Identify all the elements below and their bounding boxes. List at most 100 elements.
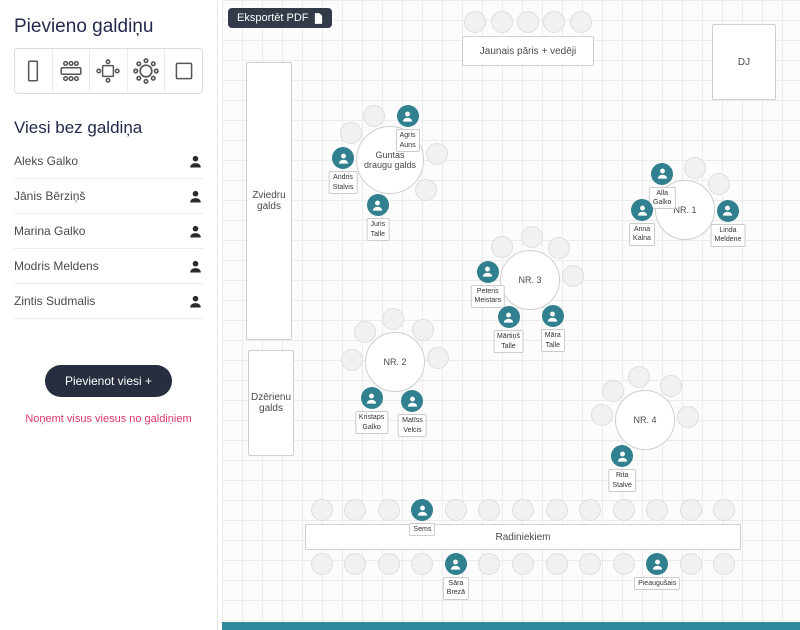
empty-chair[interactable]	[425, 143, 448, 166]
unassigned-guest-row[interactable]: Aleks Galko	[14, 144, 203, 179]
empty-chair[interactable]	[545, 499, 568, 521]
occupied-seat[interactable]: Peteris Meistars	[470, 260, 506, 308]
guest-name-label: Sems	[409, 523, 436, 537]
radiniekiem-table[interactable]: Radiniekiem	[305, 524, 741, 550]
occupied-seat[interactable]: Sems	[409, 499, 436, 537]
occupied-seat[interactable]: Alla Galko	[649, 162, 676, 210]
person-icon	[548, 311, 558, 322]
round-table[interactable]: NR. 3	[500, 250, 560, 310]
empty-chair[interactable]	[344, 499, 367, 521]
occupied-seat[interactable]: Rita Stalve	[608, 445, 636, 493]
empty-chair[interactable]	[545, 553, 568, 575]
person-icon	[657, 168, 667, 179]
empty-chair[interactable]	[444, 499, 467, 521]
occupied-seat[interactable]: Agris Auns	[395, 105, 420, 153]
empty-chair[interactable]	[579, 499, 602, 521]
head-table[interactable]: Jaunais pāris + vedēji	[462, 36, 594, 66]
guest-name-label: Matīss Velcis	[398, 414, 427, 438]
empty-chair[interactable]	[591, 403, 614, 426]
empty-chair[interactable]	[478, 553, 501, 575]
occupied-seat[interactable]: Kristaps Galko	[354, 387, 389, 434]
guest-name: Aleks Galko	[14, 154, 79, 168]
square-table-glyph	[96, 59, 121, 83]
empty-chair[interactable]	[341, 348, 364, 371]
unassigned-guest-row[interactable]: Jānis Bērziņš	[14, 179, 203, 214]
export-pdf-button[interactable]: Eksportēt PDF	[228, 8, 332, 28]
empty-chair[interactable]	[561, 265, 584, 288]
round-table[interactable]: NR. 2	[365, 332, 425, 392]
round-table[interactable]: NR. 4	[615, 390, 675, 450]
empty-chair[interactable]	[602, 380, 625, 403]
empty-chair[interactable]	[382, 308, 405, 331]
canvas[interactable]: Eksportēt PDF Jaunais pāris + vedēji DJ Zv…	[222, 0, 800, 622]
empty-chair[interactable]	[415, 179, 437, 202]
empty-chair[interactable]	[344, 553, 367, 575]
empty-chair[interactable]	[512, 553, 534, 575]
guest-name: Marina Galko	[14, 224, 86, 238]
dzerienu-galds[interactable]: Dzērienu galds	[248, 350, 294, 456]
vertical-table-icon[interactable]	[15, 49, 53, 93]
empty-chair[interactable]	[683, 157, 706, 180]
banquet-table-icon[interactable]	[53, 49, 91, 93]
occupied-seat[interactable]: Māra Talle	[540, 305, 565, 353]
empty-chair[interactable]	[340, 122, 363, 145]
occupied-seat[interactable]: Juris Talle	[366, 194, 390, 242]
remove-all-guests-link[interactable]: Noņemt visus viesus no galdiņiem	[25, 413, 192, 425]
empty-chair[interactable]	[713, 553, 736, 575]
person-icon	[190, 190, 201, 202]
occupied-seat[interactable]: Matīss Velcis	[398, 390, 427, 438]
empty-chair[interactable]	[713, 499, 736, 521]
empty-chair[interactable]	[377, 553, 400, 575]
horizontal-scrollbar[interactable]	[222, 622, 800, 630]
square-table-icon[interactable]	[90, 49, 128, 93]
empty-chair[interactable]	[520, 226, 543, 249]
unassigned-guest-row[interactable]: Marina Galko	[14, 214, 203, 249]
empty-chair[interactable]	[491, 236, 514, 259]
occupied-seat[interactable]: Andris Stalvis	[328, 147, 358, 195]
empty-chair[interactable]	[679, 499, 702, 521]
person-icon	[190, 260, 201, 272]
empty-chair[interactable]	[478, 499, 501, 521]
empty-chair[interactable]	[426, 346, 449, 369]
table-label: DJ	[737, 56, 751, 68]
unassigned-guest-row[interactable]: Modris Meldens	[14, 249, 203, 284]
empty-chair[interactable]	[512, 499, 534, 521]
occupied-seat[interactable]: Mārtiņš Talle	[493, 306, 524, 354]
round-table-icon[interactable]	[128, 49, 166, 93]
zviedru-galds[interactable]: Zviedru galds	[246, 62, 292, 340]
empty-chair[interactable]	[628, 366, 650, 389]
empty-chair[interactable]	[517, 11, 539, 33]
empty-chair[interactable]	[490, 11, 513, 33]
empty-chair[interactable]	[676, 406, 699, 428]
occupied-seat[interactable]: Pieaugušais	[634, 553, 681, 591]
guest-name: Zintis Sudmalis	[14, 294, 96, 308]
empty-chair[interactable]	[707, 172, 730, 195]
empty-chair[interactable]	[310, 499, 333, 521]
empty-chair[interactable]	[659, 374, 682, 397]
unassigned-guest-row[interactable]: Zintis Sudmalis	[14, 284, 203, 319]
empty-chair[interactable]	[362, 104, 385, 127]
empty-chair[interactable]	[411, 553, 434, 575]
empty-chair[interactable]	[412, 318, 435, 341]
occupied-seat[interactable]: Anna Kalna	[629, 199, 655, 246]
empty-chair[interactable]	[353, 320, 376, 343]
empty-chair[interactable]	[579, 553, 602, 575]
empty-chair[interactable]	[464, 11, 487, 33]
empty-chair[interactable]	[310, 553, 333, 575]
add-guest-button[interactable]: Pievienot viesi +	[44, 365, 173, 397]
person-icon	[190, 155, 201, 167]
empty-chair[interactable]	[679, 553, 702, 575]
guest-name-label: Agris Auns	[395, 129, 420, 153]
plain-square-glyph	[175, 62, 193, 80]
empty-chair[interactable]	[646, 499, 669, 521]
dj-booth[interactable]: DJ	[712, 24, 776, 100]
empty-chair[interactable]	[612, 499, 635, 521]
empty-chair[interactable]	[569, 11, 592, 33]
empty-chair[interactable]	[377, 499, 400, 521]
plain-square-icon[interactable]	[165, 49, 202, 93]
occupied-seat[interactable]: Sāra Brezā	[442, 553, 470, 600]
empty-chair[interactable]	[612, 553, 635, 575]
empty-chair[interactable]	[547, 237, 570, 260]
occupied-seat[interactable]: Linda Meldene	[710, 199, 746, 247]
empty-chair[interactable]	[543, 11, 566, 33]
